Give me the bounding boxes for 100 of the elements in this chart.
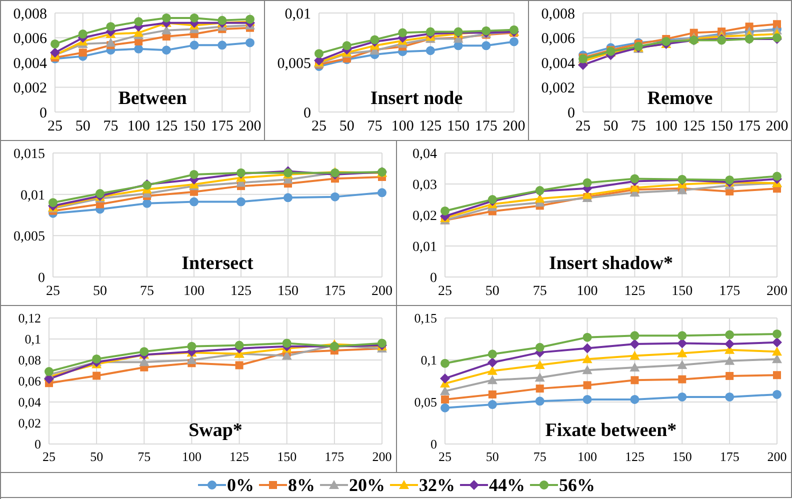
x-tick-label: 150 [710, 118, 733, 135]
point [724, 356, 735, 365]
point [630, 339, 640, 350]
text: Remove [646, 88, 714, 110]
point [139, 357, 150, 366]
x-tick-label: 25 [48, 118, 62, 135]
x-tick-label: 100 [391, 118, 414, 135]
text: Between [117, 88, 188, 110]
y-tick-label: 0,004 [541, 56, 576, 72]
y-tick-label: 0 [304, 105, 311, 122]
y-tick-label: 0,1 [24, 332, 41, 347]
point [488, 350, 497, 359]
x-tick-label: 175 [720, 449, 740, 464]
point [536, 384, 544, 393]
point [726, 372, 734, 380]
x-tick-label: 25 [312, 118, 326, 135]
x-tick-label: 200 [766, 284, 788, 299]
point [134, 44, 144, 54]
point [582, 178, 592, 188]
point [630, 394, 640, 404]
point [724, 339, 735, 350]
point [378, 338, 386, 348]
y-tick-label: 0 [38, 270, 45, 286]
point [106, 22, 116, 32]
point [190, 197, 198, 206]
point [534, 372, 545, 382]
point [284, 193, 292, 202]
x-tick-label: 75 [630, 118, 646, 135]
x-tick-label: 150 [672, 284, 693, 299]
text: Fixate between* [544, 420, 678, 442]
x-tick-label: 100 [184, 284, 204, 299]
x-tick-label: 25 [46, 284, 60, 299]
point [725, 330, 734, 340]
x-tick-label: 175 [738, 118, 761, 135]
point [190, 13, 199, 22]
x-tick-label: 150 [672, 449, 692, 464]
x-tick-label: 125 [682, 118, 706, 135]
point [218, 40, 227, 50]
point [48, 198, 58, 208]
x-tick-label: 125 [624, 284, 646, 299]
x-tick-label: 100 [127, 118, 150, 135]
x-tick-label: 25 [438, 284, 452, 299]
y-tick-label: 0,04 [412, 146, 437, 162]
x-tick-label: 200 [502, 118, 526, 135]
legend-label: 56% [559, 474, 595, 496]
point [78, 30, 88, 39]
x-tick-label: 50 [486, 449, 499, 464]
x-tick-label: 100 [654, 118, 678, 135]
point [582, 394, 592, 404]
point [330, 192, 340, 202]
point [582, 332, 592, 342]
x-tick-label: 150 [277, 449, 297, 464]
text: Intersect [180, 253, 254, 275]
point [583, 381, 592, 390]
point [534, 194, 545, 203]
point [162, 13, 171, 22]
point [677, 360, 688, 370]
point [725, 392, 734, 402]
point [772, 354, 782, 364]
point [234, 340, 244, 350]
x-tick-label: 125 [155, 118, 178, 135]
point [440, 403, 450, 412]
y-tick-label: 0,006 [541, 31, 576, 48]
point [440, 373, 450, 384]
y-tick-label: 0,004 [13, 56, 48, 72]
point [582, 365, 592, 374]
y-tick-label: 0,005 [277, 56, 311, 72]
y-tick-label: 0,1 [420, 352, 437, 368]
point [773, 371, 781, 380]
x-tick-label: 125 [230, 449, 250, 464]
x-tick-label: 50 [603, 118, 618, 135]
y-tick-label: 0,12 [18, 310, 41, 326]
y-tick-label: 0,01 [20, 188, 45, 204]
y-tick-label: 0,05 [414, 394, 437, 410]
point [162, 46, 171, 55]
x-tick-label: 175 [324, 284, 346, 299]
text: Insert shadow* [548, 253, 674, 275]
point [426, 27, 435, 36]
point [426, 46, 435, 56]
y-tick-label: 0 [40, 105, 47, 122]
x-tick-label: 125 [419, 118, 442, 135]
x-tick-label: 75 [138, 449, 151, 464]
y-tick-label: 0,02 [18, 416, 41, 431]
x-tick-label: 175 [324, 449, 344, 464]
x-tick-label: 75 [140, 284, 154, 299]
x-tick-label: 75 [103, 118, 118, 135]
point [582, 343, 592, 354]
x-tick-label: 150 [183, 118, 206, 135]
point [106, 38, 116, 47]
point [535, 396, 544, 406]
x-tick-label: 175 [474, 118, 498, 135]
point [487, 375, 498, 384]
x-tick-label: 100 [576, 284, 598, 299]
point [488, 400, 497, 410]
x-tick-label: 50 [75, 118, 90, 135]
point [773, 20, 781, 28]
point [678, 331, 687, 340]
point [282, 338, 292, 348]
point [677, 348, 688, 358]
y-tick-label: 0,008 [541, 6, 575, 22]
